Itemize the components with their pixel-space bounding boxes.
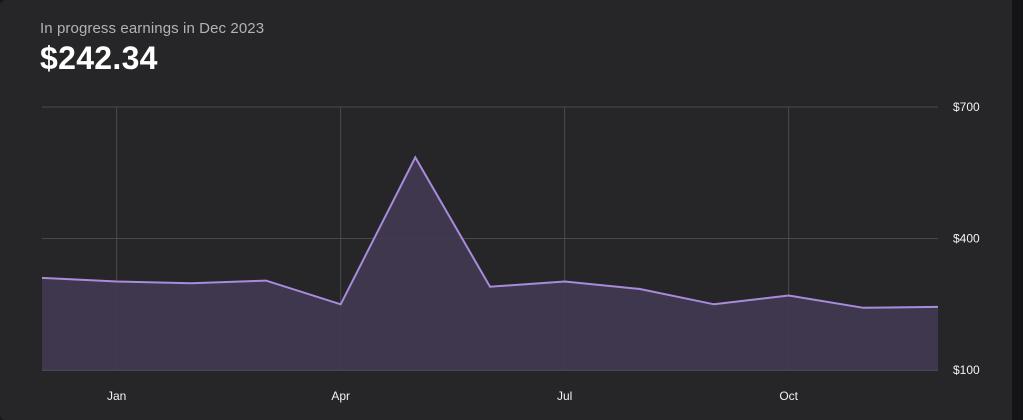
y-tick-label: $700 bbox=[953, 100, 980, 114]
y-tick-label: $100 bbox=[953, 363, 980, 377]
x-tick-label: Oct bbox=[779, 389, 798, 403]
y-tick-label: $400 bbox=[953, 232, 980, 246]
series-area bbox=[42, 157, 938, 370]
earnings-subtitle: In progress earnings in Dec 2023 bbox=[40, 20, 265, 37]
x-tick-label: Jul bbox=[557, 389, 572, 403]
window-edge bbox=[1012, 0, 1023, 420]
series-line bbox=[41, 155, 939, 309]
chart-axis-labels: $700 $400 $100 Jan Apr Jul Oct bbox=[107, 100, 980, 403]
x-tick-label: Apr bbox=[331, 389, 350, 403]
x-tick-label: Jan bbox=[107, 389, 126, 403]
earnings-amount: $242.34 bbox=[40, 40, 158, 76]
